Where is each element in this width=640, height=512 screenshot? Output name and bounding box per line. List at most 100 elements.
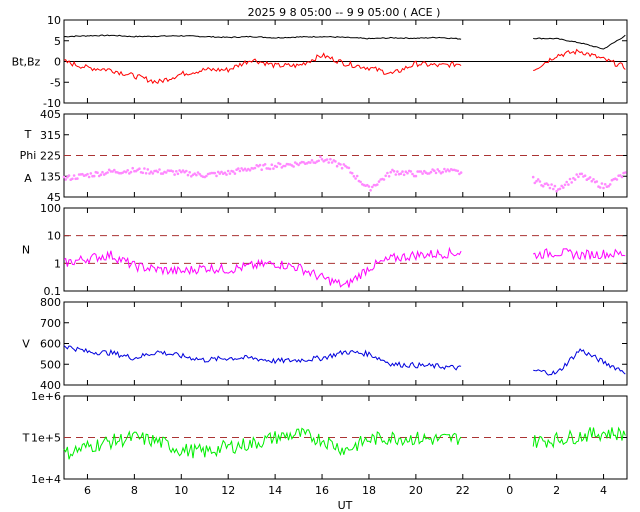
phi-point: [414, 174, 418, 178]
series-line-bt: [63, 34, 626, 50]
phi-point: [592, 178, 595, 181]
y-axis-label: T: [24, 128, 32, 141]
phi-point: [404, 170, 408, 173]
phi-point: [124, 170, 128, 174]
phi-point: [176, 172, 180, 176]
phi-point: [550, 183, 553, 186]
phi-point: [148, 172, 151, 175]
phi-point: [143, 167, 146, 170]
phi-point: [335, 164, 339, 168]
phi-point: [602, 186, 605, 190]
phi-point: [577, 175, 580, 179]
phi-point: [563, 183, 567, 187]
phi-point: [558, 187, 562, 191]
phi-point: [607, 184, 610, 188]
phi-point: [283, 164, 287, 168]
phi-point: [386, 171, 389, 175]
y-tick-label: 0.1: [44, 285, 62, 298]
phi-point: [334, 160, 337, 163]
phi-point: [156, 170, 160, 174]
phi-point: [446, 168, 450, 171]
phi-point: [354, 177, 357, 180]
phi-point: [96, 171, 99, 174]
y-tick-label: 10: [47, 14, 61, 27]
x-tick-label: 4: [600, 484, 607, 497]
phi-point: [72, 174, 76, 177]
phi-point: [409, 170, 413, 173]
phi-point: [531, 175, 535, 179]
phi-point: [399, 172, 403, 175]
phi-point: [560, 184, 563, 188]
phi-point: [573, 178, 577, 181]
x-tick-label: 16: [315, 484, 329, 497]
phi-point: [595, 180, 599, 183]
y-axis-label: V: [22, 338, 30, 351]
phi-point: [297, 163, 300, 167]
series-line-t: [63, 426, 626, 460]
phi-point: [555, 189, 558, 193]
phi-point: [131, 166, 134, 170]
x-tick-label: 20: [409, 484, 423, 497]
phi-point: [535, 179, 538, 183]
phi-point: [101, 170, 104, 174]
panel-speed: 800 700 600 500 400 V: [22, 296, 628, 392]
phi-point: [237, 167, 240, 170]
phi-point: [567, 183, 570, 186]
phi-point: [62, 175, 66, 179]
y-axis-label: T: [22, 432, 30, 445]
phi-point: [327, 161, 331, 164]
phi-point: [456, 169, 460, 173]
phi-point: [263, 163, 267, 166]
phi-point: [396, 170, 399, 173]
phi-point: [615, 178, 619, 181]
phi-point: [149, 170, 153, 173]
phi-point: [419, 170, 423, 173]
x-tick-label: 14: [268, 484, 282, 497]
phi-point: [459, 171, 463, 174]
phi-point: [382, 178, 386, 181]
phi-point: [228, 172, 232, 175]
phi-point: [565, 180, 568, 184]
phi-point: [548, 186, 552, 190]
phi-point: [624, 171, 627, 174]
phi-point: [258, 163, 262, 167]
phi-point: [190, 175, 193, 178]
phi-point: [216, 170, 220, 174]
phi-point: [181, 169, 185, 172]
y-tick-label: 0: [54, 56, 61, 69]
phi-point: [325, 158, 329, 161]
phi-point: [401, 170, 404, 173]
phi-point: [359, 180, 362, 184]
phi-point: [238, 169, 242, 173]
phi-point: [438, 170, 441, 173]
phi-point: [371, 185, 374, 189]
phi-point: [71, 177, 74, 181]
phi-point: [76, 177, 79, 180]
phi-point: [562, 186, 565, 189]
x-tick-label: 18: [362, 484, 376, 497]
phi-point: [319, 155, 322, 159]
phi-point: [340, 166, 344, 170]
phi-point: [619, 174, 622, 177]
phi-point: [173, 173, 176, 176]
panel-frame: [63, 207, 628, 292]
panel-bt-bz: 10 5 0 -5 -10 Bt,Bz: [12, 14, 628, 110]
phi-point: [175, 170, 178, 173]
phi-point: [355, 174, 359, 178]
panel-density: 100 10 1 0.1 N: [22, 202, 628, 298]
phi-point: [113, 168, 116, 172]
y-tick-label: 1: [54, 257, 61, 270]
phi-point: [195, 173, 198, 177]
phi-point: [275, 165, 279, 169]
phi-point: [392, 170, 396, 173]
y-tick-label: 45: [47, 191, 61, 204]
phi-point: [608, 183, 612, 186]
phi-point: [339, 163, 342, 166]
phi-point: [225, 173, 228, 176]
y-tick-label: 600: [40, 338, 61, 351]
phi-point: [309, 161, 312, 164]
phi-point: [320, 158, 324, 161]
phi-point: [433, 169, 436, 172]
phi-point: [66, 175, 69, 179]
phi-point: [92, 174, 96, 178]
